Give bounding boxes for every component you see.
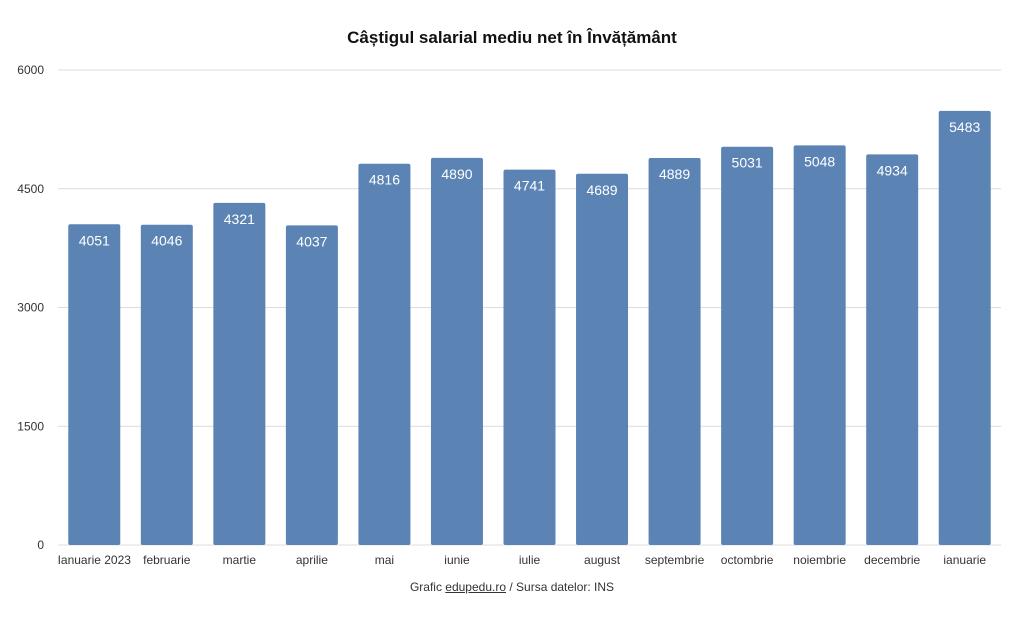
bar-value-label: 4051 xyxy=(79,232,110,248)
bar-value-label: 4816 xyxy=(369,172,400,188)
bars: 4051 4046 4321 4037 4816 4890 4741 4689 4889 5031… xyxy=(68,110,991,546)
x-tick-label: aprilie xyxy=(296,553,328,567)
x-tick-label: iulie xyxy=(519,553,541,567)
x-tick-label: decembrie xyxy=(864,553,920,567)
x-axis-ticks: Ianuarie 2023 februarie martie aprilie mai iu… xyxy=(58,553,987,567)
y-tick-label: 1500 xyxy=(17,419,44,433)
x-tick-label: mai xyxy=(375,553,394,567)
x-tick-label: ianuarie xyxy=(943,553,986,567)
x-tick-label: noiembrie xyxy=(793,553,846,567)
chart-source-note: Grafic edupedu.ro / Sursa datelor: INS xyxy=(0,580,1024,594)
bar-value-label: 4890 xyxy=(441,166,472,182)
bar xyxy=(866,154,919,545)
bar xyxy=(285,225,338,545)
bar-value-label: 4689 xyxy=(586,182,617,198)
y-axis-ticks: 0 1500 3000 4500 6000 xyxy=(17,63,44,552)
bar xyxy=(721,146,774,545)
bar-value-label: 5483 xyxy=(949,119,980,135)
bar xyxy=(503,169,556,545)
y-tick-label: 6000 xyxy=(17,63,44,77)
bar-value-label: 4934 xyxy=(877,162,908,178)
bar-value-label: 4889 xyxy=(659,166,690,182)
x-tick-label: februarie xyxy=(143,553,191,567)
bar xyxy=(793,145,846,545)
bar xyxy=(358,163,411,545)
chart-title: Câștigul salarial mediu net în Învățămân… xyxy=(347,28,677,47)
bar-value-label: 5048 xyxy=(804,153,835,169)
bar xyxy=(213,202,266,545)
source-link[interactable]: edupedu.ro xyxy=(445,580,507,594)
bar xyxy=(430,157,483,545)
x-tick-label: Ianuarie 2023 xyxy=(58,553,132,567)
bar-value-label: 4046 xyxy=(151,233,182,249)
source-prefix: Grafic xyxy=(409,580,446,594)
y-tick-label: 0 xyxy=(37,538,44,552)
bar-value-label: 5031 xyxy=(732,155,763,171)
bar xyxy=(140,224,193,546)
bar-value-label: 4741 xyxy=(514,178,545,194)
bar xyxy=(648,157,701,545)
x-tick-label: iunie xyxy=(444,553,470,567)
y-tick-label: 3000 xyxy=(17,301,44,315)
y-tick-label: 4500 xyxy=(17,182,44,196)
bar xyxy=(576,173,629,545)
bar xyxy=(68,224,121,545)
x-tick-label: septembrie xyxy=(645,553,705,567)
x-tick-label: octombrie xyxy=(721,553,774,567)
source-suffix: / Sursa datelor: INS xyxy=(506,580,615,594)
bar xyxy=(938,110,991,545)
x-tick-label: martie xyxy=(223,553,257,567)
x-tick-label: august xyxy=(584,553,621,567)
bar-value-label: 4037 xyxy=(296,233,327,249)
bar-value-label: 4321 xyxy=(224,211,255,227)
